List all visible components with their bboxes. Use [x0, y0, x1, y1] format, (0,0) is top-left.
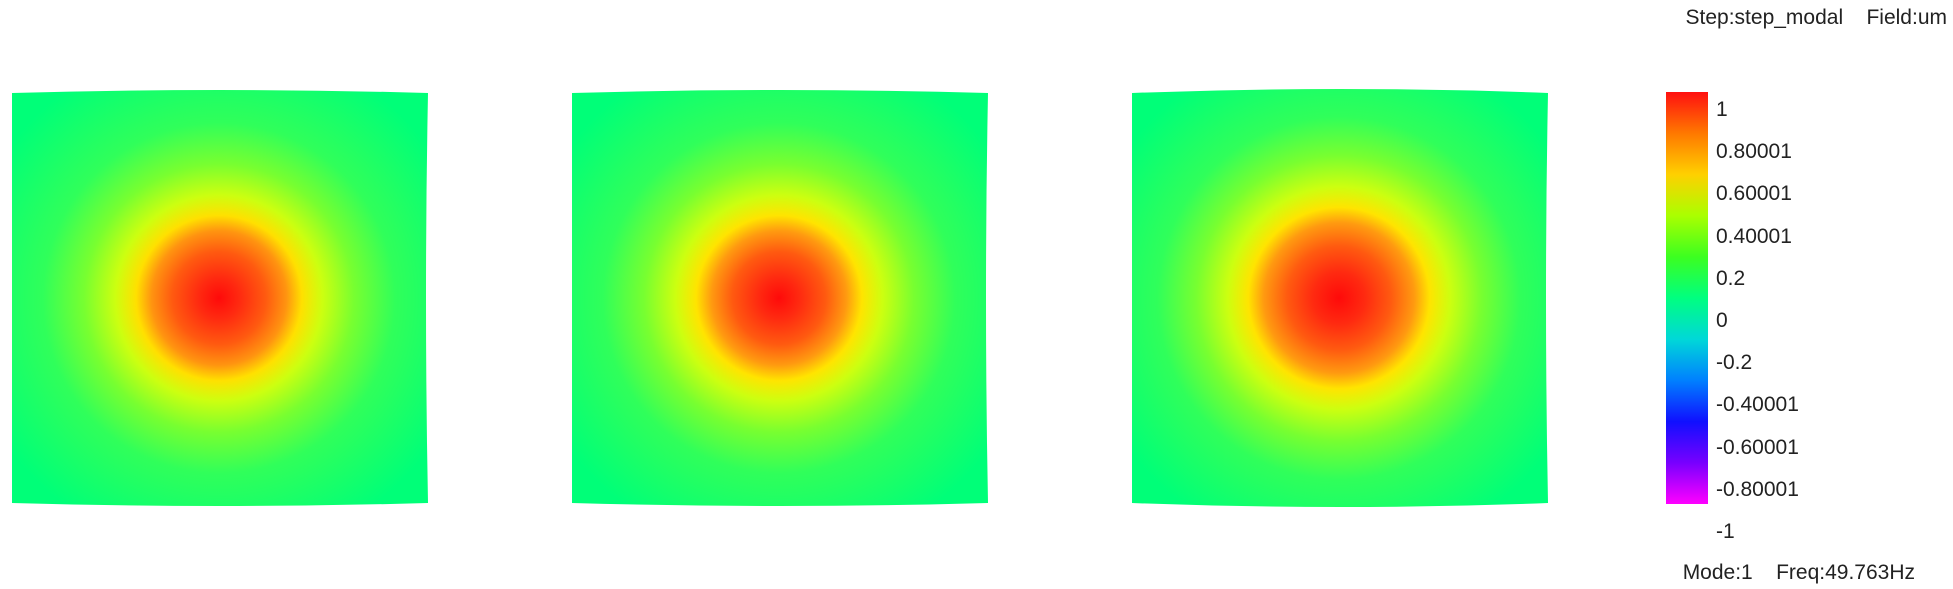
plate-shape-2 [572, 90, 988, 506]
legend-color-bar [1666, 92, 1708, 504]
footer-info: Mode:1 Freq:49.763Hz [1683, 561, 1915, 585]
contour-plot-1 [12, 90, 428, 506]
mode-label: Mode:1 [1682, 561, 1753, 584]
field-label: Field:um [1866, 6, 1947, 29]
legend-tick-label: -0.40001 [1716, 393, 1799, 417]
legend-tick-label: 0.40001 [1716, 224, 1792, 248]
contour-panel-2 [572, 89, 988, 507]
color-legend [1666, 92, 1708, 504]
contour-panel-1 [12, 89, 428, 507]
contour-plot-2 [572, 90, 988, 506]
legend-tick-label: 1 [1716, 98, 1728, 121]
legend-tick-label: -0.60001 [1716, 435, 1799, 459]
legend-tick-label: 0.60001 [1716, 182, 1792, 206]
legend-tick-label: -1 [1716, 520, 1735, 543]
freq-label: Freq:49.763Hz [1776, 561, 1915, 584]
legend-tick-label: -0.80001 [1716, 477, 1799, 501]
legend-tick-label: -0.2 [1716, 351, 1753, 375]
step-label: Step:step_modal [1685, 6, 1844, 29]
legend-tick-label: 0 [1716, 309, 1728, 332]
contour-plot-3 [1132, 89, 1548, 507]
header-info: Step:step_modal Field:um [1686, 6, 1947, 30]
plate-shape-3 [1132, 89, 1548, 507]
contour-panel-3 [1132, 89, 1548, 507]
plate-shape-1 [12, 90, 428, 506]
legend-tick-label: 0.2 [1716, 266, 1746, 290]
legend-tick-label: 0.80001 [1716, 140, 1792, 164]
